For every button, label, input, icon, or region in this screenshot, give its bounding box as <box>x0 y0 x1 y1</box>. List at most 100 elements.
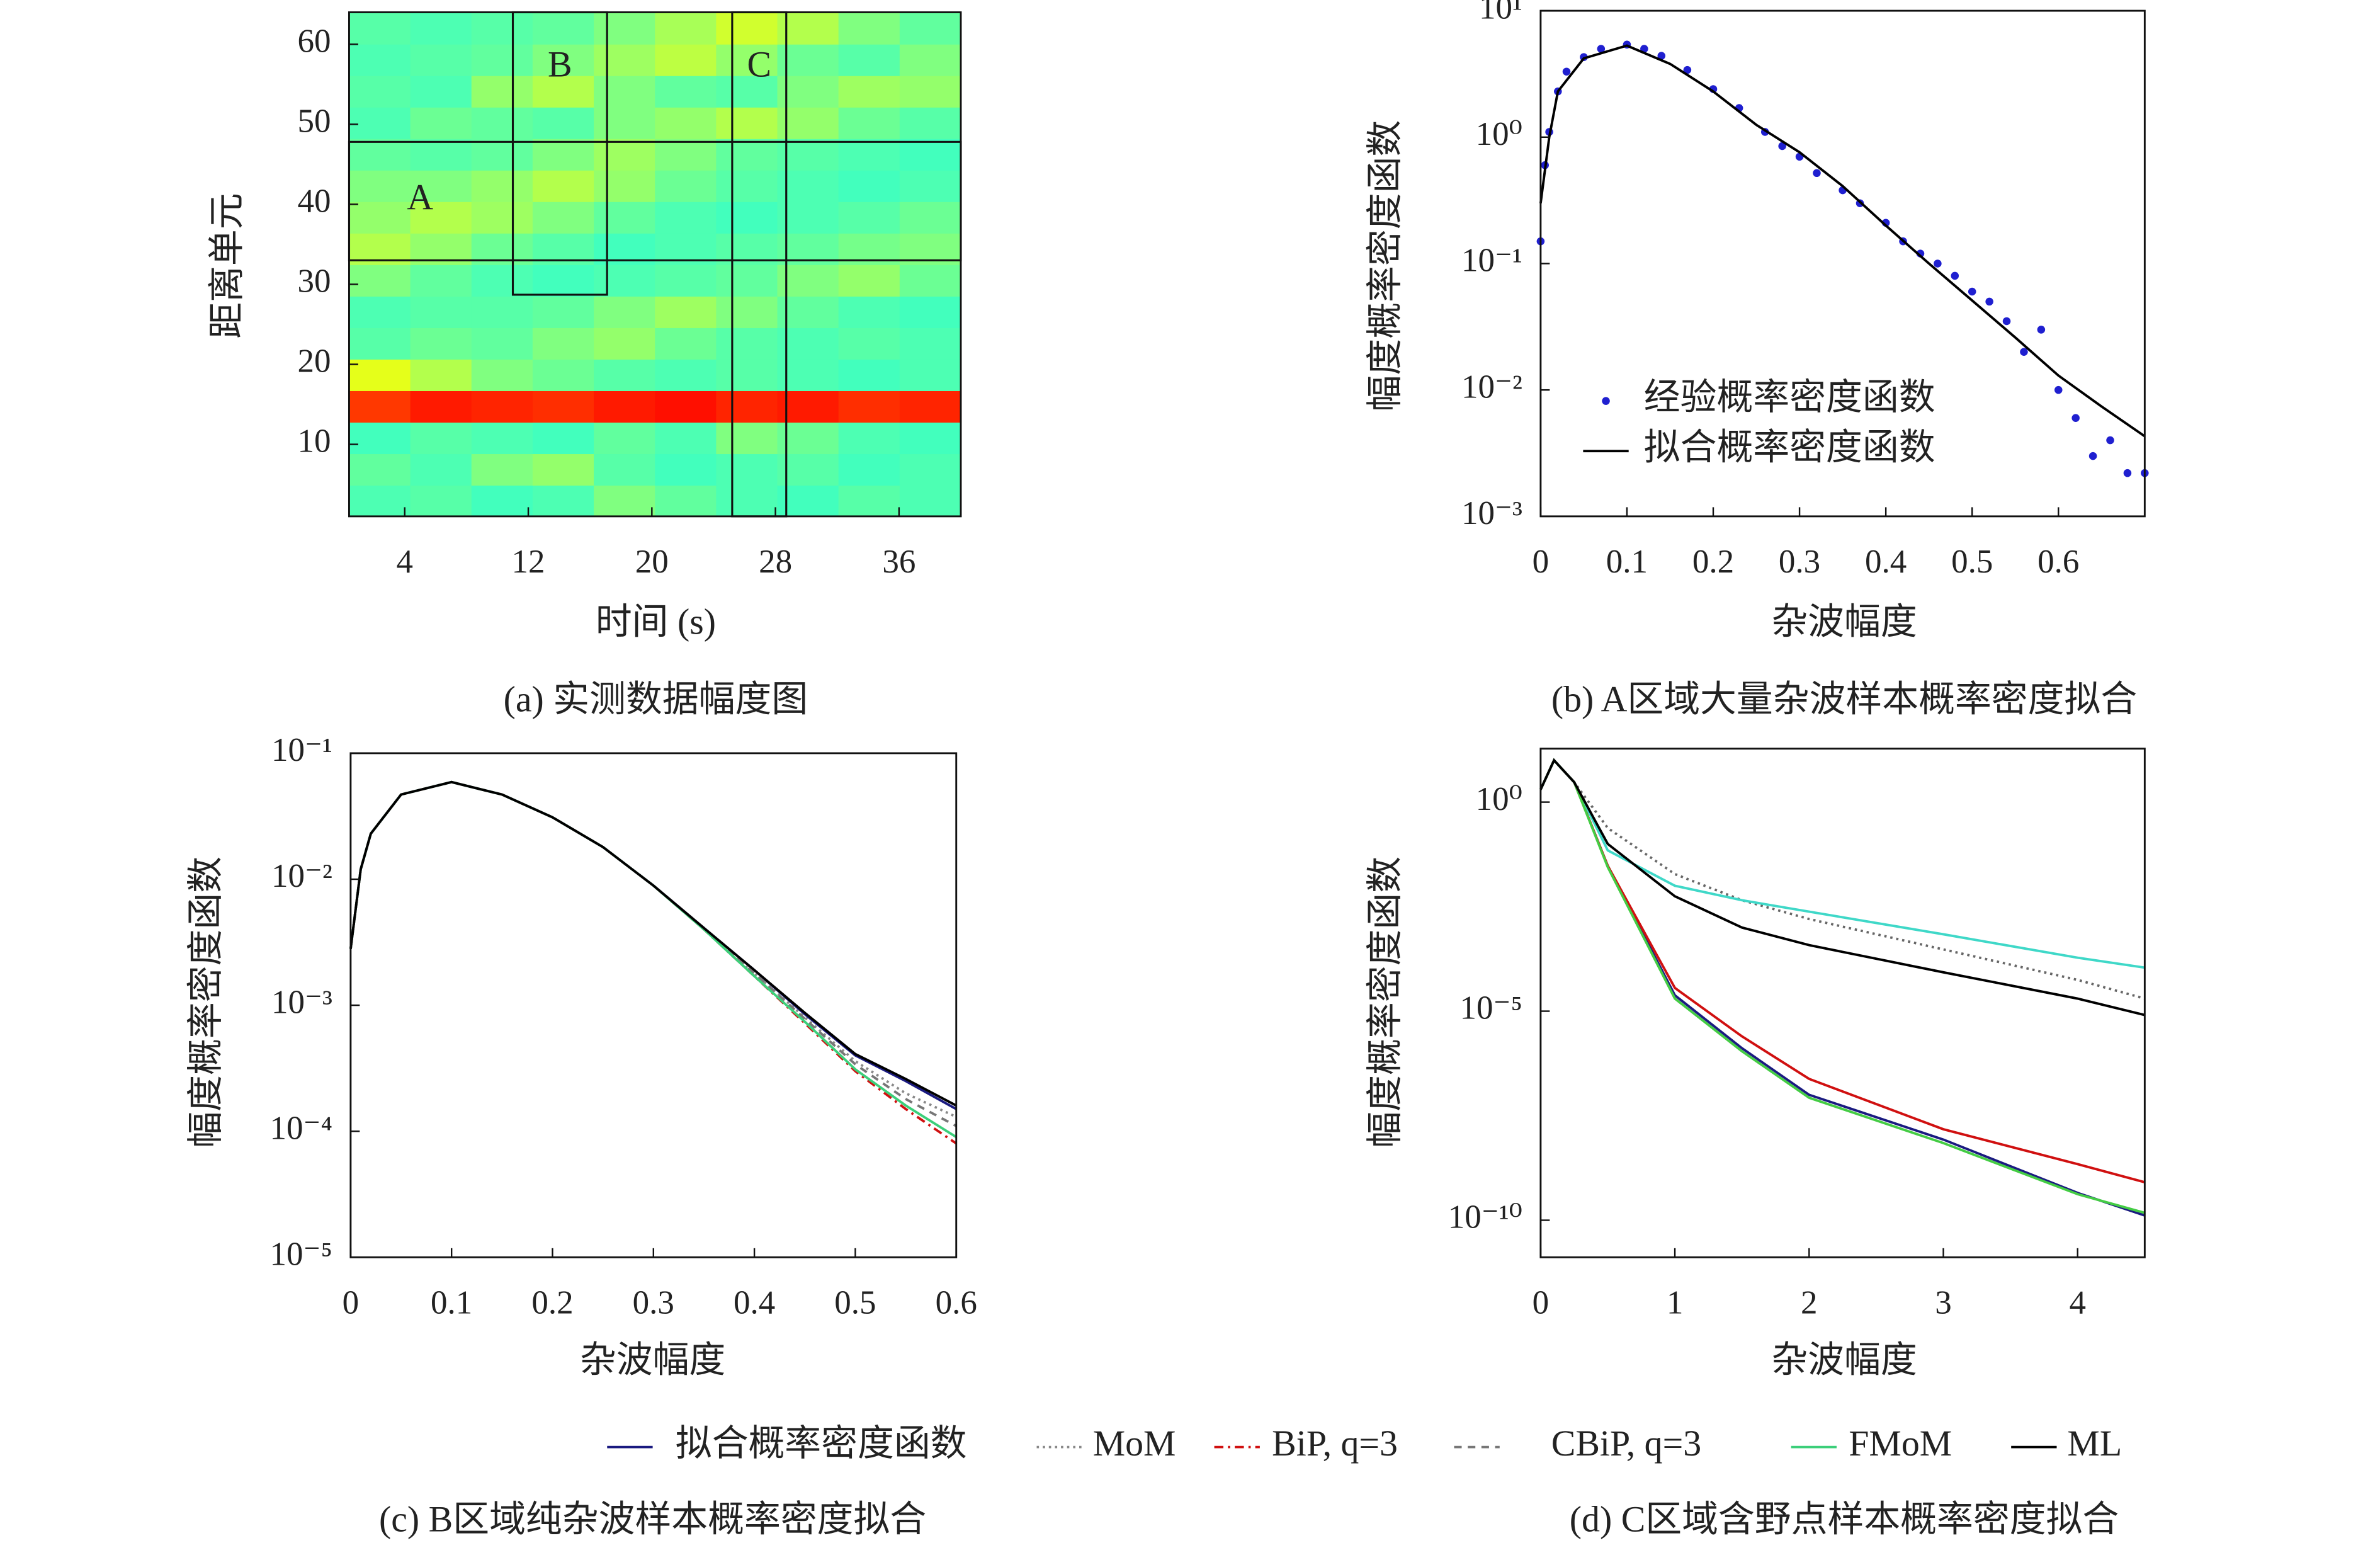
heat-cell <box>471 295 534 328</box>
heat-cell <box>532 295 595 328</box>
heat-cell <box>349 264 411 297</box>
heat-cell <box>594 358 656 391</box>
region-label: C <box>747 44 772 85</box>
heat-cell <box>532 264 595 297</box>
heat-cell <box>471 201 534 234</box>
heat-cell <box>716 12 778 45</box>
heat-cell <box>471 264 534 297</box>
heat-cell <box>410 106 472 139</box>
heat-cell <box>349 453 411 486</box>
heat-cell <box>838 390 901 423</box>
data-point <box>2037 326 2046 334</box>
heat-cell <box>899 264 962 297</box>
data-point <box>2054 385 2063 394</box>
y-axis-title: 距离单元 <box>207 193 247 338</box>
heat-cell <box>410 484 472 518</box>
heat-cell <box>349 43 411 76</box>
heat-cell <box>777 484 839 518</box>
heat-cell <box>594 421 656 455</box>
data-point <box>1778 142 1786 151</box>
heat-cell <box>349 390 411 423</box>
heat-cell <box>532 138 595 171</box>
heat-cell <box>777 264 839 297</box>
heat-cell <box>349 358 411 391</box>
x-tick-label: 2 <box>1801 1285 1818 1321</box>
heat-cell <box>594 12 656 45</box>
heat-cell <box>655 327 717 360</box>
heat-cell <box>716 138 778 171</box>
y-tick-label: 10⁻² <box>1461 368 1522 405</box>
heat-cell <box>349 75 411 108</box>
y-tick-label: 10⁻² <box>271 858 332 894</box>
y-tick-label: 20 <box>298 343 331 380</box>
data-point <box>1985 297 1993 306</box>
caption: (a) 实测数据幅度图 <box>504 679 808 720</box>
data-point <box>2106 436 2114 445</box>
heat-cell <box>716 453 778 486</box>
data-point <box>1968 287 1976 296</box>
heat-cell <box>655 138 717 171</box>
heat-cell <box>655 421 717 455</box>
heat-cell <box>349 169 411 202</box>
heat-cell <box>838 484 901 518</box>
heat-cell <box>410 453 472 486</box>
heat-cell <box>410 43 472 76</box>
heat-cell <box>655 358 717 391</box>
y-tick-label: 10⁻⁵ <box>269 1236 332 1272</box>
heat-cell <box>532 327 595 360</box>
y-tick-label: 10⁰ <box>1476 781 1522 817</box>
heat-cell <box>471 169 534 202</box>
series-line <box>1539 758 2145 1017</box>
x-tick-label: 0.5 <box>1951 544 1993 580</box>
heat-cell <box>594 453 656 486</box>
heat-cell <box>716 264 778 297</box>
legend-label: 拟合概率密度函数 <box>1644 426 1935 467</box>
heat-cell <box>716 201 778 234</box>
heat-cell <box>594 43 656 76</box>
y-tick-label: 10⁻¹ <box>271 732 332 768</box>
heat-cell <box>532 106 595 139</box>
heat-cell <box>349 201 411 234</box>
heat-cell <box>777 453 839 486</box>
x-tick-label: 0 <box>1533 1285 1550 1321</box>
heat-cell <box>838 264 901 297</box>
plot-frame <box>348 11 962 518</box>
data-point <box>1683 66 1692 74</box>
x-tick-label: 4 <box>2069 1285 2086 1321</box>
data-point <box>1934 259 1942 268</box>
series-line <box>1539 44 2146 438</box>
heat-cell <box>777 390 839 423</box>
y-tick-label: 10⁻¹⁰ <box>1448 1199 1522 1236</box>
heat-cell <box>410 264 472 297</box>
data-point <box>2088 452 2097 460</box>
legend-label: ML <box>2067 1423 2122 1464</box>
x-tick-label: 28 <box>759 544 792 580</box>
heat-cell <box>594 75 656 108</box>
x-tick-label: 0.4 <box>734 1285 775 1321</box>
y-tick-label: 10⁻⁵ <box>1459 990 1522 1027</box>
heat-cell <box>716 390 778 423</box>
heat-cell <box>594 327 656 360</box>
heat-cell <box>532 358 595 391</box>
x-tick-label: 0.6 <box>2037 544 2079 580</box>
heat-cell <box>777 75 839 108</box>
x-axis-title: 杂波幅度 <box>1771 601 1917 642</box>
heat-cell <box>899 106 962 139</box>
heat-cell <box>838 201 901 234</box>
series-line <box>1539 758 2145 1000</box>
heat-cell <box>655 43 717 76</box>
heat-cell <box>899 327 962 360</box>
heat-cell <box>410 75 472 108</box>
x-tick-label: 12 <box>512 544 545 580</box>
data-point <box>1562 67 1571 76</box>
x-tick-label: 1 <box>1667 1285 1684 1321</box>
y-axis-title: 幅度概率密度函数 <box>1364 857 1405 1148</box>
y-tick-label: 10⁻⁴ <box>269 1110 332 1146</box>
heat-cell <box>777 295 839 328</box>
heat-cell <box>838 43 901 76</box>
y-axis-title: 幅度概率密度函数 <box>1364 120 1405 412</box>
heat-cell <box>655 295 717 328</box>
heat-cell <box>532 201 595 234</box>
region-label: B <box>548 44 572 85</box>
heat-cell <box>410 390 472 423</box>
